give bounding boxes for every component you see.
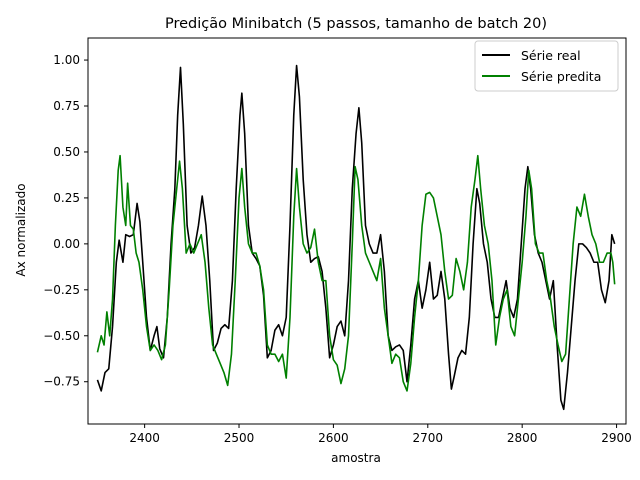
y-axis: −0.75 −0.50 −0.25 0.00 0.25 0.50 0.75 1.00: [43, 53, 88, 389]
y-tick-label: 0.50: [53, 145, 80, 159]
y-tick-label: 1.00: [53, 53, 80, 67]
y-tick-label: −0.50: [43, 329, 80, 343]
y-tick-label: 0.25: [53, 191, 80, 205]
y-axis-label: Ax normalizado: [14, 183, 28, 276]
legend-box: [474, 40, 619, 92]
x-tick-label: 2700: [413, 431, 444, 445]
y-tick-label: 0.00: [53, 237, 80, 251]
legend-label-serie-predita: Série predita: [521, 69, 601, 84]
x-tick-label: 2600: [318, 431, 349, 445]
legend-label-serie-real: Série real: [521, 48, 581, 63]
x-tick-label: 2800: [507, 431, 538, 445]
axes-frame: [87, 37, 627, 425]
series-layer: [96, 64, 616, 411]
x-tick-label: 2400: [129, 431, 160, 445]
chart-title: Predição Minibatch (5 passos, tamanho de…: [165, 16, 547, 32]
series-line-serie-predita: [96, 154, 616, 392]
y-tick-label: −0.25: [43, 283, 80, 297]
x-axis: 2400 2500 2600 2700 2800 2900: [129, 424, 632, 445]
y-tick-label: 0.75: [53, 99, 80, 113]
x-tick-label: 2500: [224, 431, 255, 445]
y-tick-label: −0.75: [43, 375, 80, 389]
x-tick-label: 2900: [601, 431, 632, 445]
legend: Série real Série predita: [474, 40, 619, 92]
x-axis-label: amostra: [331, 451, 381, 465]
